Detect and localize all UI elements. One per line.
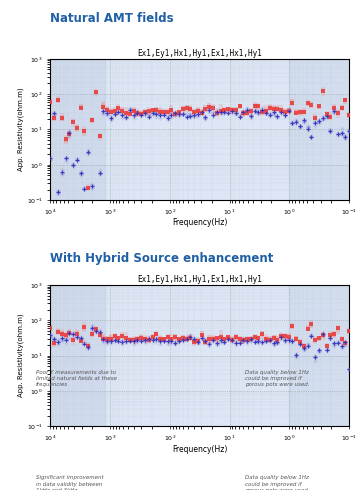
Text: Natural AMT fields: Natural AMT fields <box>50 12 174 25</box>
Title: Ex1,Ey1,Hx1,Hy1,Ex1,Hx1,Hy1: Ex1,Ey1,Hx1,Hy1,Ex1,Hx1,Hy1 <box>138 275 262 284</box>
Bar <box>289 59 352 200</box>
Text: With Hybrid Source enhancement: With Hybrid Source enhancement <box>50 252 274 266</box>
X-axis label: Frequency(Hz): Frequency(Hz) <box>172 444 228 454</box>
Bar <box>48 59 105 200</box>
Text: Significant improvement
in data validity between
1kHz and 3kHz: Significant improvement in data validity… <box>36 475 104 490</box>
Text: Data quality below 1Hz
could be improved if
porous pots were used.: Data quality below 1Hz could be improved… <box>245 475 309 490</box>
Title: Ex1,Ey1,Hx1,Hy1,Ex1,Hx1,Hy1: Ex1,Ey1,Hx1,Hy1,Ex1,Hx1,Hy1 <box>138 49 262 58</box>
Text: Data quality below 1Hz
could be improved if
porous pots were used.: Data quality below 1Hz could be improved… <box>245 370 309 388</box>
X-axis label: Frequency(Hz): Frequency(Hz) <box>172 219 228 227</box>
Bar <box>48 285 105 426</box>
Bar <box>289 285 352 426</box>
Y-axis label: App. Resistivity(ohm.m): App. Resistivity(ohm.m) <box>17 314 24 397</box>
Text: Poor Y measurements due to
limited natural fields at these
frequencies: Poor Y measurements due to limited natur… <box>36 370 117 388</box>
Y-axis label: App. Resistivity(ohm.m): App. Resistivity(ohm.m) <box>17 88 24 172</box>
